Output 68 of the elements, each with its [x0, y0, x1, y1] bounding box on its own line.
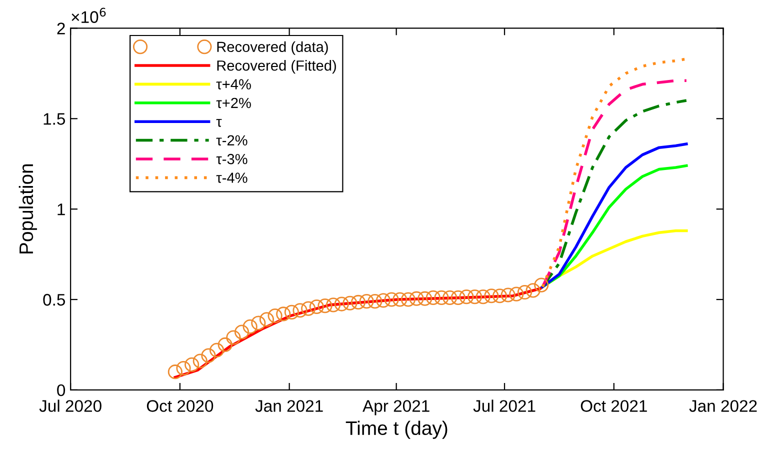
- point: [459, 290, 474, 304]
- point: [268, 308, 282, 324]
- point: [301, 301, 316, 316]
- point: [168, 364, 182, 380]
- legend-label: τ-3%: [216, 154, 248, 164]
- point: [434, 290, 449, 305]
- x-tick-label: Jan 2021: [255, 400, 323, 412]
- point: [442, 290, 458, 305]
- point: [192, 354, 208, 368]
- point: [284, 304, 299, 320]
- legend-label: τ+2%: [216, 98, 251, 108]
- point: [509, 286, 524, 302]
- x-tick-label: Jan 2022: [689, 400, 757, 412]
- x-tick-label: Jul 2021: [473, 400, 536, 412]
- point: [318, 298, 332, 314]
- point: [201, 348, 216, 363]
- point: [376, 293, 391, 308]
- point: [218, 337, 232, 352]
- point: [276, 306, 291, 322]
- legend-label: Recovered (Fitted): [217, 60, 336, 74]
- point: [234, 324, 250, 340]
- point: [484, 288, 499, 304]
- point: [476, 290, 490, 304]
- x-tick-label: Oct 2021: [580, 400, 647, 412]
- point: [342, 296, 358, 310]
- point: [409, 291, 424, 306]
- x-tick-label: Jul 2020: [39, 400, 102, 412]
- y-tick-label: 1: [58, 204, 65, 216]
- point: [500, 288, 516, 302]
- point: [350, 294, 366, 310]
- y-axis-title: Population: [18, 164, 37, 254]
- point: [426, 290, 440, 305]
- y-tick-label: 1.5: [44, 113, 66, 125]
- point: [176, 360, 191, 376]
- point: [468, 290, 482, 304]
- point: [309, 299, 324, 314]
- point: [418, 291, 432, 306]
- point: [242, 319, 258, 334]
- legend-label: τ+4%: [216, 79, 251, 90]
- point: [326, 298, 341, 312]
- point: [384, 292, 399, 307]
- point: [450, 290, 466, 305]
- y-tick-label: 0: [57, 384, 66, 396]
- legend-label: Recovered (data): [217, 41, 328, 55]
- x-axis-title: Time t (day): [346, 420, 448, 439]
- legend-label: τ-2%: [216, 135, 248, 146]
- point: [534, 278, 549, 292]
- point: [210, 342, 224, 358]
- point: [392, 292, 408, 307]
- point: [334, 296, 349, 312]
- point: [400, 292, 416, 307]
- point: [292, 303, 308, 318]
- point: [226, 330, 241, 345]
- legend-label: τ-4%: [216, 172, 248, 183]
- point: [517, 284, 532, 300]
- legend-label: τ: [216, 118, 222, 127]
- point: [368, 294, 382, 309]
- x-tick-label: Apr 2021: [362, 400, 430, 416]
- text: ×10$^{6}$: [72, 8, 106, 23]
- x-tick-label: Oct 2020: [146, 400, 214, 412]
- point: [492, 288, 508, 304]
- point: [359, 294, 374, 309]
- y-tick-label: 2: [57, 22, 65, 34]
- point: [184, 357, 200, 372]
- y-tick-label: 0.5: [43, 294, 66, 306]
- point: [526, 283, 540, 298]
- point: [259, 312, 274, 327]
- point: [251, 316, 266, 330]
